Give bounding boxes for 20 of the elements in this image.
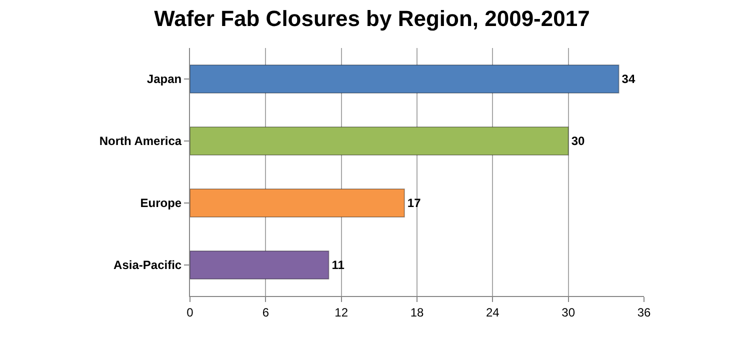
bar bbox=[190, 64, 620, 94]
bar bbox=[190, 250, 330, 280]
x-tick-label: 0 bbox=[186, 305, 194, 320]
x-tick-label: 12 bbox=[334, 305, 348, 320]
x-tick-label: 24 bbox=[486, 305, 500, 320]
x-tick-label: 36 bbox=[637, 305, 651, 320]
chart-title: Wafer Fab Closures by Region, 2009-2017 bbox=[154, 6, 590, 31]
x-tick-label: 18 bbox=[410, 305, 424, 320]
y-tick-label: North America bbox=[99, 134, 182, 148]
data-label: 11 bbox=[332, 258, 345, 272]
data-label: 34 bbox=[622, 72, 636, 86]
x-tick-label: 30 bbox=[562, 305, 576, 320]
y-tick-label: Europe bbox=[140, 196, 182, 210]
x-tick-label: 6 bbox=[262, 305, 270, 320]
data-label: 17 bbox=[407, 196, 422, 210]
y-tick-label: Asia-Pacific bbox=[114, 258, 182, 272]
y-tick-label: Japan bbox=[146, 72, 182, 86]
data-label: 30 bbox=[571, 134, 586, 148]
bar bbox=[190, 188, 405, 218]
bar bbox=[190, 126, 569, 156]
